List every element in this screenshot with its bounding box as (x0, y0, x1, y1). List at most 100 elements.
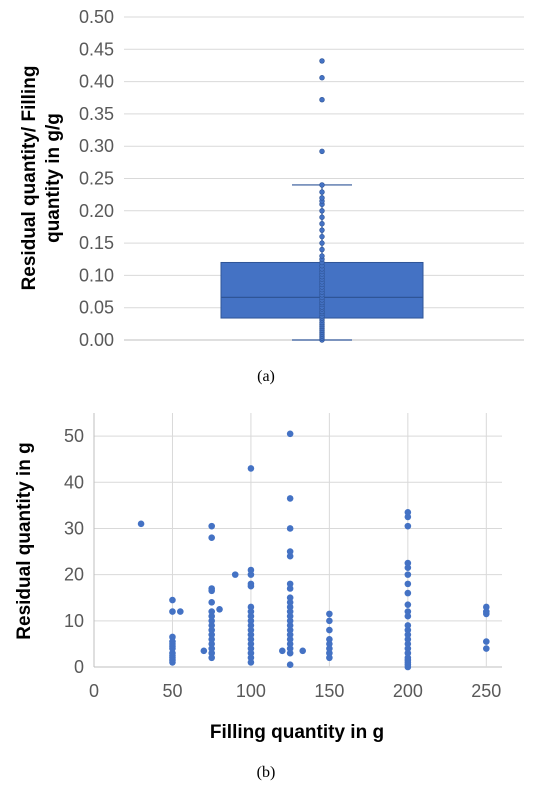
data-point (177, 608, 184, 615)
data-point (319, 246, 325, 253)
data-point (208, 612, 215, 620)
data-point (247, 612, 255, 620)
y-axis-title-line: quantity in g/g (43, 113, 64, 243)
caption-a: (a) (257, 368, 275, 385)
data-point (319, 75, 325, 81)
data-point (247, 622, 255, 629)
data-point (247, 645, 255, 652)
data-point (319, 227, 325, 233)
x-tick-label: 200 (393, 681, 423, 701)
data-point (247, 640, 255, 648)
y-tick-label: 30 (64, 518, 84, 538)
data-point (286, 608, 294, 615)
data-point (286, 603, 294, 611)
data-point (208, 617, 215, 625)
data-point (286, 599, 294, 606)
data-point (247, 603, 255, 611)
y-tick-label: 0.00 (79, 330, 114, 350)
data-point (404, 608, 412, 615)
y-tick-label: 0.45 (79, 39, 114, 59)
data-point (404, 513, 412, 521)
data-point (319, 195, 325, 201)
data-point (247, 465, 255, 472)
data-point (326, 640, 333, 648)
data-point (319, 240, 325, 246)
data-point (286, 580, 294, 588)
x-tick-label: 250 (471, 681, 501, 701)
y-tick-label: 0.50 (79, 7, 114, 27)
data-point (286, 617, 294, 625)
data-point (404, 559, 412, 567)
box-plot-chart: 0.00 0.05 0.10 0.15 0.20 0.25 0.30 0.35 0.40 0.45… (19, 7, 524, 385)
data-point (319, 58, 325, 64)
data-point (208, 608, 215, 615)
data-point (326, 626, 333, 634)
data-point (286, 430, 294, 438)
data-point (319, 148, 325, 155)
data-point (169, 596, 176, 604)
y-tick-label: 0.05 (79, 298, 114, 318)
data-point (319, 253, 325, 259)
data-point (404, 631, 412, 638)
data-point (319, 214, 325, 220)
data-point (208, 622, 215, 629)
data-point (404, 622, 412, 629)
data-point (483, 638, 490, 645)
y-axis-title-line: Residual quantity/ Filling (19, 66, 40, 291)
box-plot-points (319, 58, 325, 343)
data-point (286, 626, 294, 634)
data-point (319, 96, 325, 103)
x-tick-label: 0 (89, 681, 99, 701)
data-point (319, 182, 325, 188)
y-tick-label: 0.30 (79, 136, 114, 156)
data-point (208, 649, 215, 657)
scatter-points (137, 430, 490, 671)
data-point (169, 633, 176, 641)
data-point (247, 617, 255, 625)
data-point (208, 626, 215, 634)
data-point (326, 649, 333, 657)
data-point (200, 647, 208, 655)
data-point (286, 548, 294, 555)
y-tick-label: 0.10 (79, 265, 114, 285)
data-point (286, 649, 294, 657)
scatter-x-axis-title: Filling quantity in g (210, 722, 384, 743)
data-point (169, 645, 176, 652)
data-point (247, 635, 255, 643)
scatter-chart: 0 10 20 30 40 50 0 50 100 150 200 250 Filling quan… (14, 413, 502, 781)
y-tick-label: 0 (74, 657, 84, 677)
data-point (326, 617, 333, 625)
data-point (169, 659, 176, 666)
data-point (231, 571, 239, 578)
data-point (286, 594, 294, 602)
y-tick-label: 0.15 (79, 233, 114, 253)
data-point (247, 582, 255, 590)
data-point (404, 601, 412, 608)
data-point (404, 612, 412, 620)
data-point (208, 631, 215, 638)
data-point (404, 564, 412, 572)
data-point (208, 587, 215, 595)
data-point (404, 635, 412, 643)
y-tick-label: 20 (64, 565, 84, 585)
data-point (286, 552, 294, 560)
data-point (319, 208, 325, 214)
data-point (247, 654, 255, 662)
y-tick-label: 0.25 (79, 169, 114, 189)
data-point (404, 508, 412, 516)
y-tick-label: 0.35 (79, 104, 114, 124)
data-point (137, 520, 145, 528)
data-point (286, 495, 294, 502)
data-point (483, 610, 490, 618)
data-point (404, 649, 412, 657)
data-point (326, 645, 333, 652)
data-point (247, 659, 255, 666)
data-point (286, 631, 294, 638)
data-point (404, 626, 412, 634)
scatter-x-tick-labels: 0 50 100 150 200 250 (89, 681, 501, 701)
data-point (208, 654, 215, 662)
data-point (326, 610, 333, 618)
y-tick-label: 10 (64, 611, 84, 631)
data-point (404, 645, 412, 652)
x-tick-label: 100 (236, 681, 266, 701)
